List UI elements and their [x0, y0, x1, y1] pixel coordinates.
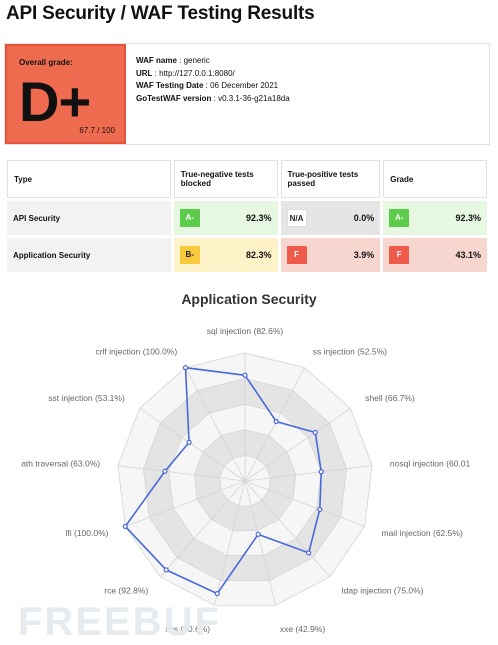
radar-point	[162, 468, 168, 474]
percentage: 82.3%	[246, 250, 272, 260]
row-type: Application Security	[7, 238, 171, 272]
radar-point	[186, 439, 192, 445]
radar-axis-label: ss injection (52.5%)	[313, 347, 387, 357]
radar-axis-label: lfi (100.0%)	[66, 528, 109, 538]
url-line: URL : http://127.0.0.1:8080/	[136, 68, 235, 78]
radar-point	[182, 365, 189, 371]
radar-axis-label: xss (90.6%)	[165, 624, 210, 634]
grade-value: D+	[19, 70, 91, 133]
table-row: API Security A- 92.3% N/A 0.0% A- 92.3%	[7, 201, 487, 235]
row-tp-cell: F 3.9%	[280, 238, 381, 272]
radar-labels: sql injection (82.6%) ss injection (52.5%…	[21, 326, 470, 634]
results-table: Type True-negative tests blocked True-po…	[4, 157, 490, 275]
watermark-logo: FREEBUF	[18, 600, 221, 644]
radar-axis-label: ath traversal (63.0%)	[21, 458, 100, 468]
radar-spoke	[213, 480, 246, 606]
percentage: 92.3%	[455, 213, 481, 223]
radar-point	[255, 531, 261, 537]
radar-spoke	[185, 367, 246, 482]
waf-name-line: WAF name : generic	[136, 56, 210, 65]
radar-spoke	[159, 480, 246, 578]
grade-caption: Overall grade:	[19, 58, 73, 67]
radar-point	[318, 469, 324, 475]
test-date-line: WAF Testing Date : 06 December 2021	[136, 81, 279, 90]
radar-spoke	[244, 480, 365, 527]
header-type: Type	[7, 160, 171, 198]
radar-spoke	[125, 480, 246, 527]
grade-badge: N/A	[286, 209, 307, 227]
grade-score: 67.7 / 100	[79, 126, 115, 135]
overall-grade-box: Overall grade: D+ 67.7 / 100	[5, 44, 126, 144]
radar-point	[306, 550, 312, 556]
radar-axis-label: sql injection (82.6%)	[207, 326, 284, 336]
radar-axis-label: nosql injection (60.01	[390, 458, 471, 468]
radar-axis-label: mail injection (62.5%)	[382, 528, 463, 538]
radar-grid	[117, 352, 373, 606]
row-tn-cell: B- 82.3%	[173, 238, 278, 272]
page-title: API Security / WAF Testing Results	[6, 3, 315, 24]
percentage: 92.3%	[246, 213, 272, 223]
radar-spoke	[244, 407, 351, 482]
grade-badge: F	[389, 246, 410, 264]
radar-point	[312, 429, 318, 436]
summary-panel: Overall grade: D+ 67.7 / 100 WAF name : …	[4, 43, 490, 145]
radar-axis-label: ldap injection (75.0%)	[342, 585, 424, 595]
percentage: 43.1%	[455, 250, 481, 260]
table-header: Type True-negative tests blocked True-po…	[7, 160, 487, 198]
radar-point	[273, 418, 279, 425]
radar-point	[242, 372, 248, 378]
header-true-positive: True-positive tests passed	[280, 160, 381, 198]
radar-point	[163, 567, 169, 573]
radar-spoke	[117, 465, 246, 482]
radar-series	[122, 365, 324, 597]
header-grade: Grade	[383, 160, 487, 198]
chart-title: Application Security	[181, 291, 317, 307]
row-grade-cell: F 43.1%	[383, 238, 487, 272]
grade-badge: A-	[389, 209, 410, 227]
radar-spoke	[244, 480, 331, 578]
radar-spoke	[244, 480, 277, 606]
radar-axis-label: shell (66.7%)	[365, 393, 415, 403]
radar-point	[214, 590, 220, 597]
waf-info: WAF name : generic URL : http://127.0.0.…	[136, 55, 290, 105]
radar-axis-label: rce (92.8%)	[104, 585, 148, 595]
radar-point	[122, 523, 128, 529]
radar-series-line	[124, 366, 323, 595]
row-type: API Security	[7, 201, 171, 235]
table-row: Application Security B- 82.3% F 3.9% F 43.1…	[7, 238, 487, 272]
grade-badge: F	[286, 246, 307, 264]
radar-spoke	[244, 367, 305, 482]
header-true-negative: True-negative tests blocked	[173, 160, 278, 198]
radar-axis-label: sst injection (53.1%)	[48, 393, 125, 403]
radar-point	[317, 506, 323, 512]
radar-chart: sql injection (82.6%) ss injection (52.5%…	[18, 326, 471, 644]
row-tp-cell: N/A 0.0%	[280, 201, 381, 235]
radar-axis-label: crlf injection (100.0%)	[95, 347, 177, 357]
radar-axis-label: xxe (42.9%)	[280, 624, 326, 634]
grade-badge: A-	[179, 209, 200, 227]
version-line: GoTestWAF version : v0.3.1-36-g21a18da	[136, 93, 290, 103]
percentage: 0.0%	[353, 213, 375, 223]
radar-spoke	[244, 465, 373, 482]
row-tn-cell: A- 92.3%	[173, 201, 278, 235]
grade-badge: B-	[179, 246, 200, 264]
row-grade-cell: A- 92.3%	[383, 201, 487, 235]
radar-spoke	[139, 407, 246, 482]
percentage: 3.9%	[353, 250, 375, 260]
